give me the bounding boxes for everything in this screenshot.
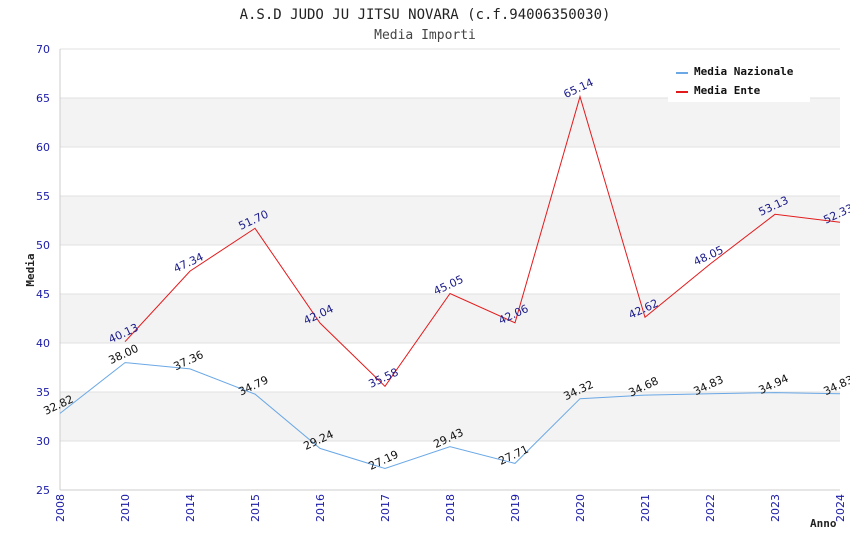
y-tick-label: 65 bbox=[36, 92, 50, 105]
y-axis-label: Media bbox=[24, 253, 37, 286]
x-tick-label: 2022 bbox=[704, 494, 717, 522]
y-tick-label: 60 bbox=[36, 141, 50, 154]
legend: Media Nazionale Media Ente bbox=[668, 58, 810, 102]
x-tick-label: 2015 bbox=[249, 494, 262, 522]
chart-title: A.S.D JUDO JU JITSU NOVARA (c.f.94006350… bbox=[240, 7, 611, 23]
y-tick-label: 25 bbox=[36, 484, 50, 497]
grid-lines bbox=[60, 48, 840, 491]
y-tick-label: 30 bbox=[36, 435, 50, 448]
background-bands bbox=[60, 49, 840, 490]
y-tick-label: 40 bbox=[36, 337, 50, 350]
x-tick-label: 2010 bbox=[119, 494, 132, 522]
series-lines bbox=[59, 94, 841, 470]
band bbox=[60, 98, 840, 147]
x-tick-label: 2023 bbox=[769, 494, 782, 522]
band bbox=[60, 196, 840, 245]
x-axis-label: Anno bbox=[810, 517, 837, 530]
band bbox=[60, 441, 840, 490]
band bbox=[60, 343, 840, 392]
x-tick-labels: 2008 2010 2014 2015 2016 2017 2018 2019 2020 2021… bbox=[54, 494, 847, 522]
band bbox=[60, 392, 840, 441]
chart-subtitle: Media Importi bbox=[374, 28, 476, 43]
y-tick-label: 35 bbox=[36, 386, 50, 399]
x-tick-label: 2016 bbox=[314, 494, 327, 522]
band bbox=[60, 245, 840, 294]
x-tick-label: 2008 bbox=[54, 494, 67, 522]
x-tick-label: 2014 bbox=[184, 494, 197, 522]
series-line-nazionale bbox=[59, 362, 841, 470]
y-tick-label: 70 bbox=[36, 43, 50, 56]
y-tick-labels: 25 30 35 40 45 50 55 60 65 70 bbox=[36, 43, 50, 497]
x-tick-label: 2019 bbox=[509, 494, 522, 522]
x-tick-label: 2018 bbox=[444, 494, 457, 522]
x-tick-label: 2020 bbox=[574, 494, 587, 522]
legend-box bbox=[668, 58, 810, 102]
band bbox=[60, 147, 840, 196]
y-tick-label: 55 bbox=[36, 190, 50, 203]
band bbox=[60, 294, 840, 343]
y-tick-label: 45 bbox=[36, 288, 50, 301]
x-tick-label: 2021 bbox=[639, 494, 652, 522]
series-line-ente bbox=[124, 94, 841, 388]
legend-label-ente: Media Ente bbox=[694, 84, 761, 97]
x-tick-label: 2024 bbox=[834, 494, 847, 522]
y-tick-label: 50 bbox=[36, 239, 50, 252]
legend-label-nazionale: Media Nazionale bbox=[694, 65, 794, 78]
x-tick-label: 2017 bbox=[379, 494, 392, 522]
